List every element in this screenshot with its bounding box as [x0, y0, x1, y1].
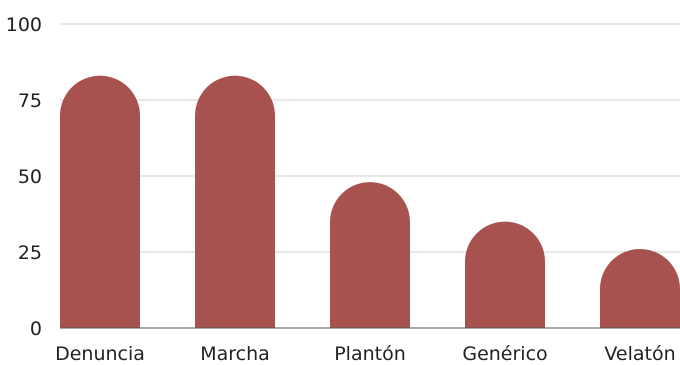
bar-velatón	[600, 248, 680, 328]
x-tick-label: Genérico	[462, 343, 547, 365]
bar-denuncia	[60, 75, 140, 329]
y-tick-label: 25	[18, 242, 42, 264]
x-tick-label: Velatón	[604, 343, 675, 365]
y-tick-label: 50	[18, 166, 42, 188]
x-tick-label: Denuncia	[55, 343, 145, 365]
x-tick-label: Marcha	[200, 343, 270, 365]
bar-genérico	[465, 221, 545, 328]
y-tick-label: 0	[30, 318, 42, 340]
bar-plantón	[330, 182, 410, 328]
x-axis-labels: Denuncia Marcha Plantón Genérico Velatón	[55, 343, 676, 365]
y-tick-label: 100	[6, 14, 42, 36]
x-tick-label: Plantón	[334, 343, 406, 365]
y-axis-ticks: 0 25 50 75 100	[6, 14, 42, 340]
bars	[60, 75, 680, 329]
y-tick-label: 75	[18, 90, 42, 112]
bar-marcha	[195, 75, 275, 329]
